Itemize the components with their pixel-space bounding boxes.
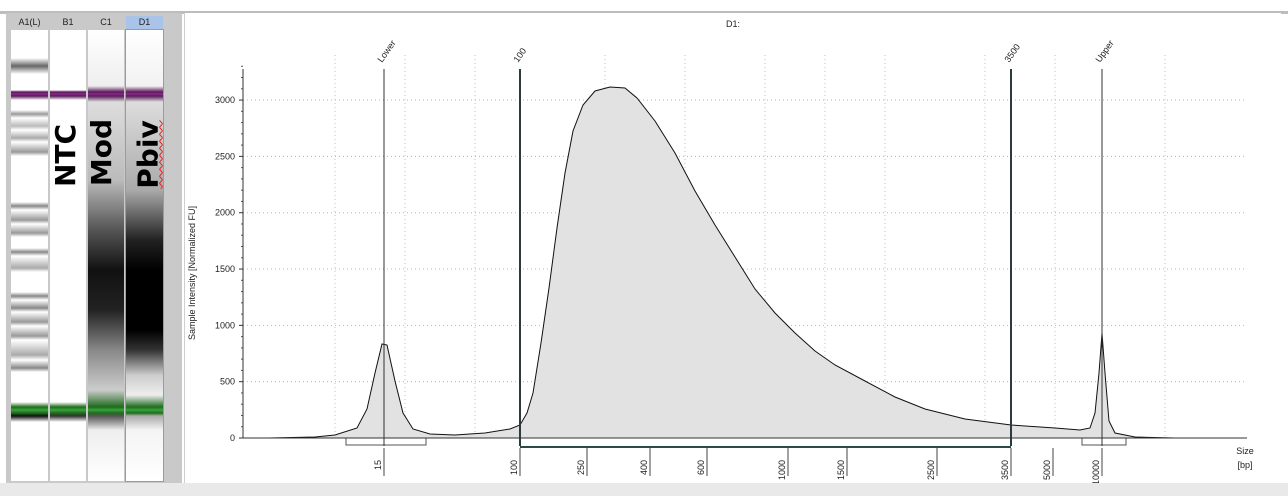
x-tick-label: 400 xyxy=(639,460,649,475)
x-tick-label: 5000 xyxy=(1042,460,1052,480)
lane-c1[interactable]: Mod xyxy=(85,30,124,481)
y-tick-label: 0 xyxy=(230,433,235,443)
trace-line xyxy=(268,86,1176,439)
y-tick-labels: 0 500 1000 1500 2000 2500 3000 xyxy=(215,95,235,443)
marker-label: Lower xyxy=(375,38,397,64)
x-axis-label: Size xyxy=(1236,446,1254,456)
top-border xyxy=(0,11,1288,14)
x-tick-labels: 15 100 250 400 600 1000 1500 2500 3500 5000 10000 xyxy=(373,460,1101,485)
lane-header-a1[interactable]: A1(L) xyxy=(18,17,41,27)
bottom-border xyxy=(0,483,1288,496)
upper-peak-box[interactable] xyxy=(1081,437,1127,446)
lane-d1-text: Pbiv xyxy=(131,120,165,189)
x-tick-label: 1500 xyxy=(836,460,846,480)
lane-c1-text: Mod xyxy=(85,118,119,187)
y-tick-label: 2500 xyxy=(215,151,235,161)
x-tick-label: 3500 xyxy=(1000,460,1010,480)
lane-d1-selected[interactable]: Pbiv xyxy=(125,29,165,482)
trace-area xyxy=(268,86,1176,448)
y-axis-label: Sample Intensity [Normalized FU] xyxy=(187,206,197,340)
x-tick-label: 250 xyxy=(576,460,586,475)
gel-image-panel: A1(L) B1 C1 D1 NTC Mod Pbiv xyxy=(6,13,182,484)
x-tick-label: 2500 xyxy=(926,460,936,480)
lane-header-b1[interactable]: B1 xyxy=(62,17,74,27)
y-tick-label: 3000 xyxy=(215,95,235,105)
x-axis-unit: [bp] xyxy=(1237,460,1252,470)
lane-header-c1[interactable]: C1 xyxy=(100,17,112,27)
y-tick-label: 1500 xyxy=(215,264,235,274)
y-tick-label: 2000 xyxy=(215,208,235,218)
y-tick-label: 1000 xyxy=(215,320,235,330)
ladder-lane[interactable] xyxy=(11,30,48,481)
marker-label: 3500 xyxy=(1002,42,1022,64)
x-tick-label: 600 xyxy=(696,460,706,475)
marker-label: Upper xyxy=(1093,38,1115,64)
lane-header-d1[interactable]: D1 xyxy=(126,16,163,29)
grid xyxy=(243,55,1247,438)
chart-title: D1: xyxy=(726,19,740,29)
x-tick-label: 15 xyxy=(373,460,383,470)
x-tick-label: 10000 xyxy=(1091,460,1101,484)
lower-peak-box[interactable] xyxy=(345,437,427,446)
x-tick-label: 100 xyxy=(509,460,519,475)
x-tick-label: 1000 xyxy=(777,460,787,480)
lane-b1-text: NTC xyxy=(49,123,83,188)
y-tick-label: 500 xyxy=(220,377,235,387)
electropherogram-chart: Lower 100 3500 Upper 0 500 1000 1500 2000 2500 30… xyxy=(187,19,1254,485)
trace-fill xyxy=(269,87,1175,438)
lane-b1[interactable]: NTC xyxy=(49,30,86,481)
electropherogram-panel: Lower 100 3500 Upper 0 500 1000 1500 2000 2500 30… xyxy=(184,13,1281,485)
marker-label: 100 xyxy=(511,46,528,64)
axes xyxy=(239,65,1247,476)
